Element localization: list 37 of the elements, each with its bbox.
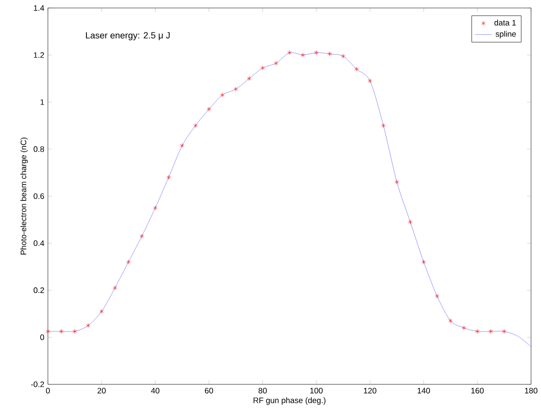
point xyxy=(274,60,278,66)
point xyxy=(180,143,184,148)
point xyxy=(314,50,318,55)
point xyxy=(86,323,90,328)
point xyxy=(247,76,252,81)
point xyxy=(368,78,372,84)
point xyxy=(193,123,198,128)
point xyxy=(206,106,212,112)
point xyxy=(488,328,493,334)
annotation: Laser energy: 2.5 μ J xyxy=(86,32,170,40)
point xyxy=(394,180,399,184)
point xyxy=(287,50,292,55)
point xyxy=(341,54,346,58)
point xyxy=(46,328,50,334)
point xyxy=(153,205,158,210)
point xyxy=(300,52,305,58)
point xyxy=(408,220,412,224)
point xyxy=(72,328,77,334)
point xyxy=(100,308,104,314)
line-series xyxy=(48,52,532,347)
point xyxy=(59,328,64,334)
point xyxy=(140,234,144,238)
point xyxy=(462,325,466,330)
point xyxy=(502,328,506,334)
point xyxy=(234,86,238,92)
point xyxy=(260,65,265,70)
point xyxy=(112,285,118,290)
point xyxy=(354,66,359,72)
point xyxy=(220,92,224,98)
point xyxy=(422,259,426,264)
point xyxy=(475,328,480,334)
point xyxy=(381,123,386,128)
point xyxy=(126,259,131,264)
point xyxy=(328,51,332,56)
point xyxy=(448,318,453,324)
point xyxy=(166,174,171,180)
point xyxy=(435,294,440,298)
